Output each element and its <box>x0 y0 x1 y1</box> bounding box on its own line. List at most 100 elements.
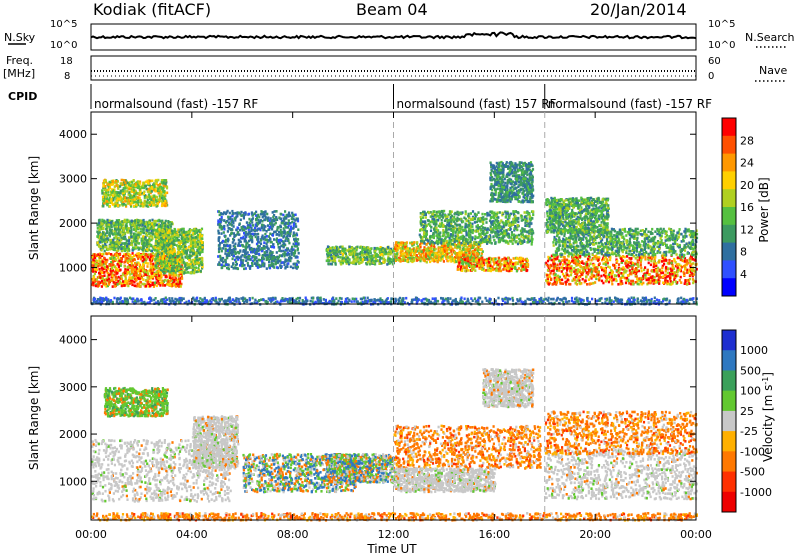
range-cell <box>181 237 183 240</box>
range-cell <box>248 213 250 216</box>
range-cell <box>146 265 148 268</box>
range-cell <box>93 261 95 264</box>
range-cell <box>292 235 294 238</box>
range-cell <box>184 256 186 259</box>
range-cell <box>291 249 293 252</box>
range-cell <box>263 219 265 222</box>
range-cell <box>140 228 142 231</box>
range-cell <box>96 278 98 281</box>
range-cell <box>201 251 203 254</box>
range-cell <box>101 219 103 222</box>
range-cell <box>101 249 103 252</box>
range-cell <box>347 257 349 260</box>
range-cell <box>266 250 268 253</box>
range-cell <box>238 239 240 242</box>
range-cell <box>114 285 116 288</box>
range-cell <box>103 239 105 242</box>
range-cell <box>248 226 250 229</box>
range-cell <box>169 284 171 287</box>
range-cell <box>253 248 255 251</box>
range-cell <box>225 241 227 244</box>
range-cell <box>130 226 132 229</box>
range-cell <box>166 187 168 190</box>
range-cell <box>159 284 161 287</box>
range-cell <box>179 280 181 283</box>
range-cell <box>118 237 120 240</box>
range-cell <box>441 248 443 251</box>
range-cell <box>391 258 393 261</box>
range-cell <box>168 259 170 262</box>
range-cell <box>195 236 197 239</box>
range-cell <box>297 266 299 269</box>
freq-unit: [MHz] <box>3 67 35 80</box>
range-cell <box>157 225 159 228</box>
range-cell <box>135 246 137 249</box>
range-cell <box>294 252 296 255</box>
range-cell <box>470 244 472 247</box>
range-cell <box>114 205 116 208</box>
range-cell <box>278 239 280 242</box>
range-cell <box>287 239 289 242</box>
range-cell <box>223 231 225 234</box>
range-cell <box>181 256 183 259</box>
range-cell <box>129 230 131 233</box>
range-cell <box>161 230 163 233</box>
range-cell <box>361 254 363 257</box>
range-cell <box>117 191 119 194</box>
range-cell <box>335 252 337 255</box>
range-cell <box>283 227 285 230</box>
range-cell <box>221 266 223 269</box>
range-cell <box>133 240 135 243</box>
range-cell <box>238 212 240 215</box>
range-cell <box>133 201 135 204</box>
range-cell <box>111 275 113 278</box>
range-cell <box>251 211 253 214</box>
range-cell <box>124 265 126 268</box>
range-cell <box>266 258 268 261</box>
range-cell <box>276 251 278 254</box>
freq-tick-top: 18 <box>60 56 73 67</box>
range-cell <box>455 254 457 257</box>
nave-tick-bottom: 0 <box>708 71 714 82</box>
range-cell <box>361 251 363 254</box>
nsearch-tick-bottom: 10^0 <box>708 40 735 51</box>
range-cell <box>91 264 93 267</box>
range-cell <box>117 187 119 190</box>
range-cell <box>218 232 220 235</box>
range-cell <box>101 267 103 270</box>
range-cell <box>132 249 134 252</box>
range-cell <box>343 259 345 262</box>
nave-label: Nave <box>759 64 787 77</box>
range-cell <box>219 223 221 226</box>
range-cell <box>120 276 122 279</box>
range-cell <box>103 257 105 260</box>
cpid-label: CPID <box>8 90 37 103</box>
range-cell <box>228 268 230 271</box>
range-cell <box>349 258 351 261</box>
range-cell <box>128 183 130 186</box>
range-cell <box>267 217 269 220</box>
range-cell <box>258 249 260 252</box>
range-cell <box>255 218 257 221</box>
range-cell <box>136 279 138 282</box>
range-cell <box>152 232 154 235</box>
range-cell <box>246 233 248 236</box>
cpid-segment-label: normalsound (fast) -157 RF <box>94 97 258 111</box>
range-cell <box>169 276 171 279</box>
range-cell <box>358 262 360 265</box>
range-cell <box>147 281 149 284</box>
range-cell <box>278 250 280 253</box>
range-cell <box>222 240 224 243</box>
range-cell <box>330 263 332 266</box>
range-cell <box>221 216 223 219</box>
range-cell <box>231 228 233 231</box>
range-cell <box>247 256 249 259</box>
range-cell <box>145 285 147 288</box>
range-cell <box>252 217 254 220</box>
range-cell <box>225 244 227 247</box>
range-cell <box>389 257 391 260</box>
range-cell <box>162 258 164 261</box>
range-cell <box>288 259 290 262</box>
range-cell <box>401 250 403 253</box>
range-cell <box>441 245 443 248</box>
